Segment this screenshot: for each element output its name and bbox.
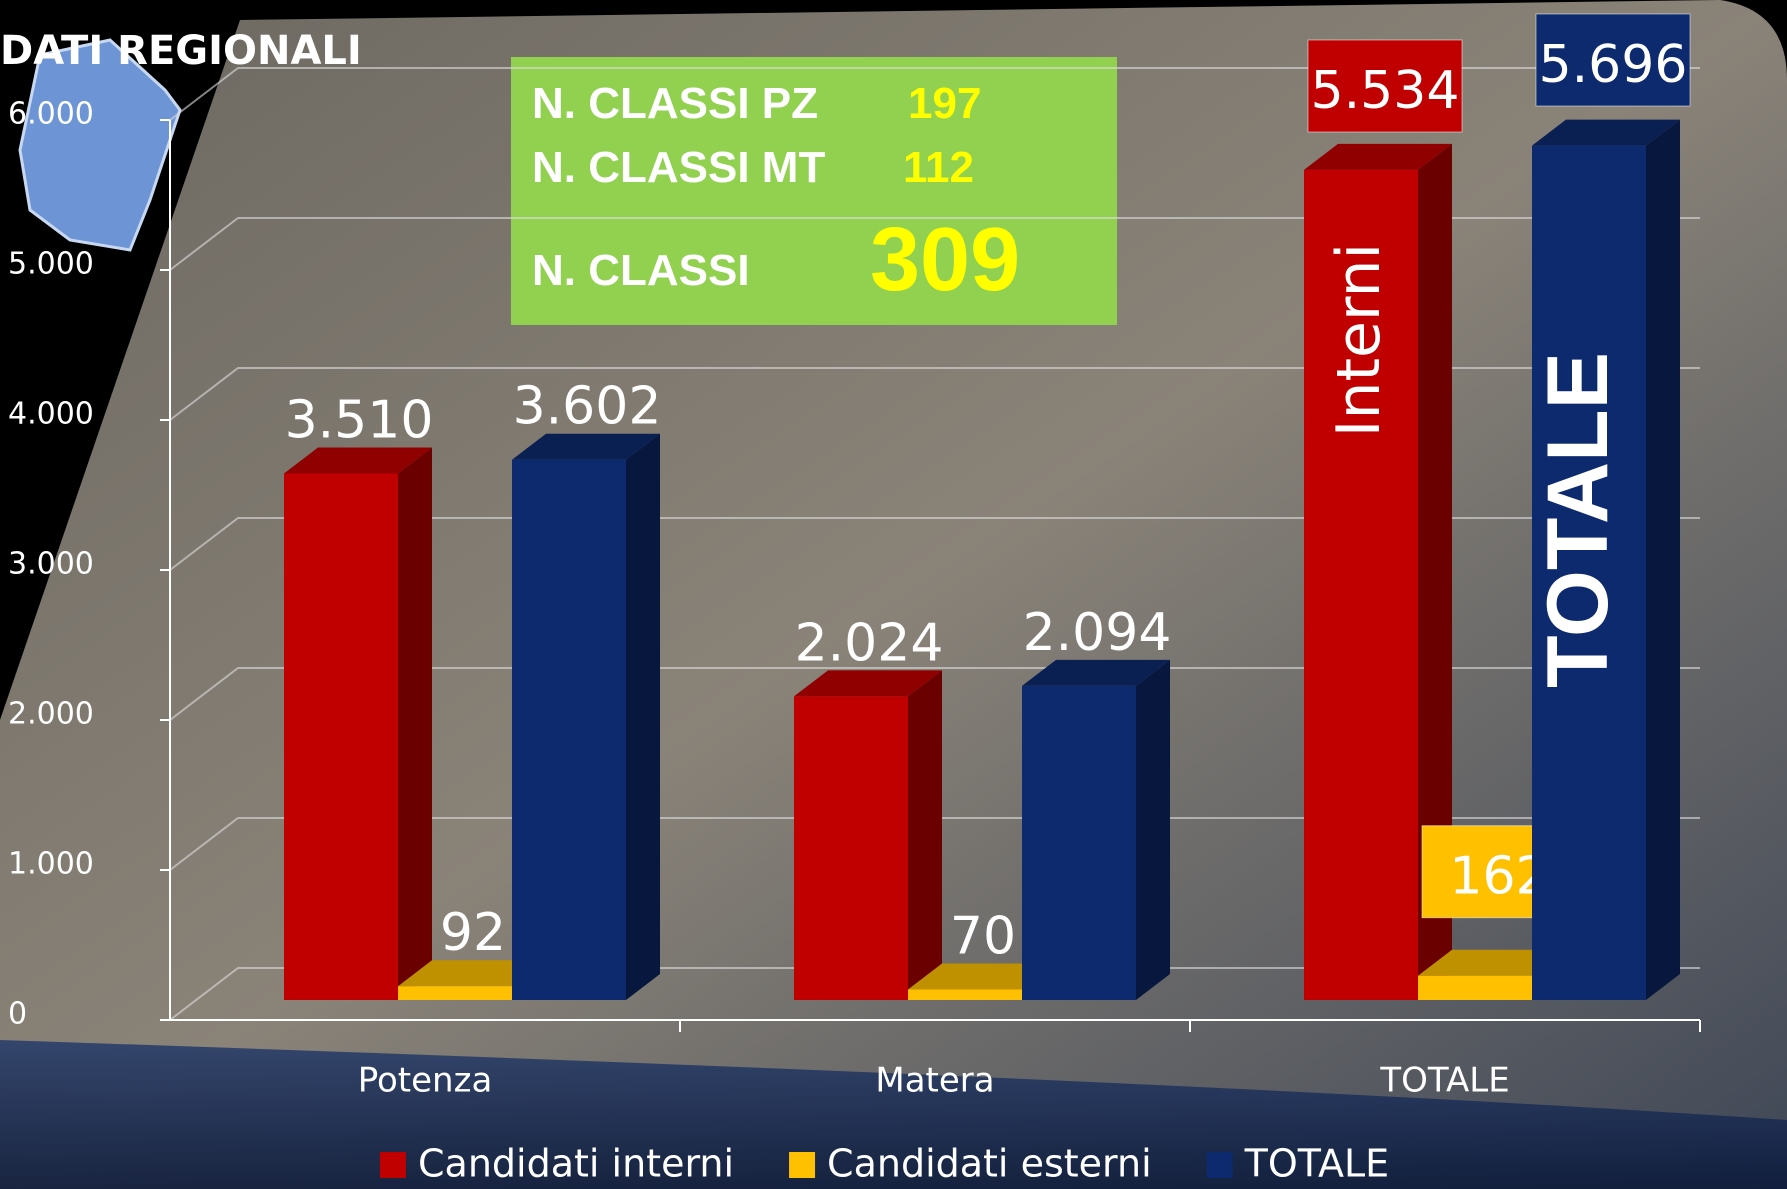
- legend-swatch: [380, 1152, 406, 1178]
- y-tick-label: 6.000: [8, 97, 94, 132]
- info-label: N. CLASSI PZ: [532, 79, 818, 128]
- bar-side: [398, 448, 432, 1001]
- y-tick-label: 3.000: [8, 547, 94, 582]
- info-value: 112: [903, 143, 974, 192]
- bar-front: [398, 986, 512, 1000]
- bar-annotation: Interni: [1324, 243, 1394, 437]
- value-label: 5.534: [1311, 61, 1460, 121]
- chart: DATI REGIONALI N. CLASSI PZ 197 N. CLASS…: [0, 0, 1787, 1189]
- bar: [284, 448, 432, 1001]
- bar-front: [512, 460, 626, 1000]
- page: {"chart_data":{"type":"bar3d","title":"D…: [0, 0, 1787, 1189]
- bar-front: [1418, 976, 1532, 1000]
- legend-label: Candidati esterni: [827, 1142, 1152, 1186]
- y-tick-label: 1.000: [8, 847, 94, 882]
- x-tick-label: Matera: [875, 1061, 994, 1101]
- value-label: 2.024: [795, 613, 944, 673]
- value-label: 3.510: [285, 391, 434, 451]
- y-tick-label: 5.000: [8, 247, 94, 282]
- x-tick-label: TOTALE: [1379, 1061, 1509, 1101]
- legend-label: TOTALE: [1244, 1142, 1390, 1186]
- bar-side: [626, 434, 660, 1000]
- info-label: N. CLASSI: [532, 246, 750, 295]
- value-label: 5.696: [1539, 35, 1688, 95]
- value-label: 2.094: [1023, 603, 1172, 663]
- y-tick-label: 2.000: [8, 697, 94, 732]
- bar: [512, 434, 660, 1000]
- value-label: 92: [440, 903, 506, 963]
- bar-side: [908, 670, 942, 1000]
- bar-front: [1022, 686, 1136, 1000]
- value-label: 3.602: [513, 377, 662, 437]
- bar-annotation: TOTALE: [1530, 352, 1626, 688]
- bar-front: [908, 990, 1022, 1001]
- bar: [794, 670, 942, 1000]
- info-label: N. CLASSI MT: [532, 143, 825, 192]
- x-tick-label: Potenza: [358, 1061, 493, 1101]
- info-value: 309: [870, 210, 1020, 310]
- legend-swatch: [1207, 1152, 1233, 1178]
- y-tick-label: 0: [8, 997, 27, 1032]
- bar-front: [284, 474, 398, 1001]
- bar: [1022, 660, 1170, 1000]
- y-tick-label: 4.000: [8, 397, 94, 432]
- bar-front: [794, 696, 908, 1000]
- legend-label: Candidati interni: [418, 1142, 734, 1186]
- legend-swatch: [789, 1152, 815, 1178]
- info-value: 197: [908, 79, 981, 128]
- bar-side: [1136, 660, 1170, 1000]
- value-label: 70: [950, 907, 1016, 967]
- bar-side: [1646, 120, 1680, 1000]
